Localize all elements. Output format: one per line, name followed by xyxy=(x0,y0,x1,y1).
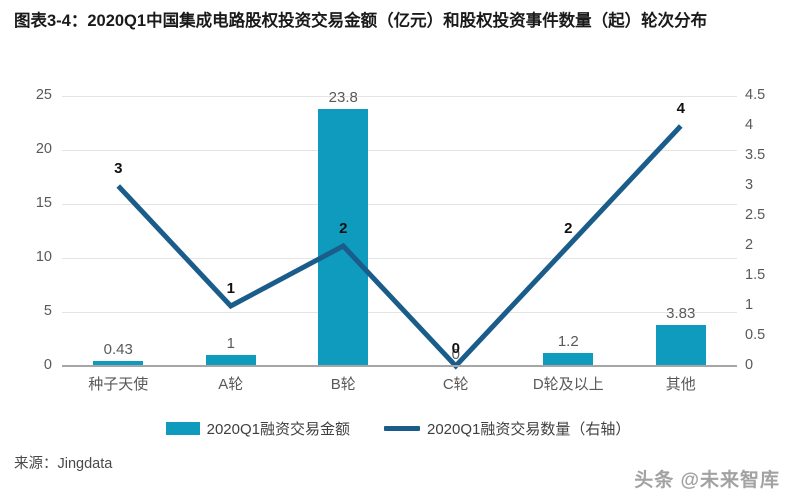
right-axis-tick: 4 xyxy=(745,117,754,133)
bar[interactable] xyxy=(655,324,706,366)
bar-slot: 0.43 xyxy=(62,96,175,366)
line-data-label: 0 xyxy=(451,340,460,357)
left-axis-tick: 15 xyxy=(35,195,52,211)
right-value-axis: 0 0.5 1 1.5 2 2.5 3 3.5 4 4.5 xyxy=(745,88,795,373)
bar-data-label: 1 xyxy=(226,335,235,353)
bar-data-label: 0.43 xyxy=(103,341,133,359)
category-axis-line xyxy=(62,365,737,367)
category-label: A轮 xyxy=(218,376,244,393)
left-axis-tick: 5 xyxy=(43,303,52,319)
legend-line-swatch-icon xyxy=(384,426,420,431)
line-data-label: 4 xyxy=(676,100,685,117)
bar[interactable] xyxy=(205,355,256,366)
left-axis-tick: 25 xyxy=(35,87,52,103)
line-series xyxy=(116,124,683,370)
right-axis-tick: 2.5 xyxy=(745,207,766,223)
bar-data-label: 23.8 xyxy=(328,88,358,106)
gridline xyxy=(62,150,737,151)
source-note: 来源：Jingdata xyxy=(14,456,113,472)
bar[interactable] xyxy=(543,353,594,366)
left-axis-tick: 10 xyxy=(35,249,52,265)
bar-slot: 1.2 xyxy=(512,96,625,366)
bar-slot: 23.8 xyxy=(287,89,400,366)
line-data-label: 2 xyxy=(339,220,348,237)
legend-item-amount[interactable]: 2020Q1融资交易金额 xyxy=(165,418,350,439)
legend-item-count[interactable]: 2020Q1融资交易数量（右轴） xyxy=(384,418,630,439)
category-label: B轮 xyxy=(330,376,356,393)
line-data-label: 1 xyxy=(226,280,235,297)
right-axis-tick: 3.5 xyxy=(745,147,766,163)
bar-slot: 0 xyxy=(400,96,513,366)
legend-label-amount: 2020Q1融资交易金额 xyxy=(206,421,350,438)
watermark: 头条 @未来智库 xyxy=(634,470,780,491)
left-axis-tick: 20 xyxy=(35,141,52,157)
bar-data-label: 0 xyxy=(451,346,460,363)
right-axis-tick: 0 xyxy=(745,357,754,373)
gridline xyxy=(62,312,737,313)
gridline xyxy=(62,96,737,97)
chart-title: 图表3-4：2020Q1中国集成电路股权投资交易金额（亿元）和股权投资事件数量（… xyxy=(14,12,708,30)
bar-slot: 3.83 xyxy=(625,96,738,366)
right-axis-tick: 0.5 xyxy=(745,327,766,343)
right-axis-tick: 4.5 xyxy=(745,87,766,103)
legend-label-count: 2020Q1融资交易数量（右轴） xyxy=(427,421,631,438)
category-label: C轮 xyxy=(442,376,469,393)
legend-bar-swatch-icon xyxy=(165,422,200,435)
right-axis-tick: 2 xyxy=(745,237,754,253)
chart-legend: 2020Q1融资交易金额 2020Q1融资交易数量（右轴） xyxy=(0,418,796,439)
gridline xyxy=(62,204,737,205)
bar[interactable] xyxy=(93,361,144,366)
category-label: 种子天使 xyxy=(88,376,149,393)
line-data-label: 3 xyxy=(114,160,123,177)
left-axis-tick: 0 xyxy=(43,357,52,373)
category-label: D轮及以上 xyxy=(532,376,604,393)
right-axis-tick: 3 xyxy=(745,177,754,193)
left-value-axis: 0 5 10 15 20 25 xyxy=(0,88,52,373)
right-axis-tick: 1 xyxy=(745,297,754,313)
category-label: 其他 xyxy=(665,376,696,393)
gridline xyxy=(62,258,737,259)
bar-slot: 1 xyxy=(175,96,288,366)
bar-data-label: 1.2 xyxy=(557,333,579,351)
bar-data-label: 3.83 xyxy=(666,304,696,322)
plot-area: 0.43 1 23.8 0 1.2 3.83 3 1 2 0 2 4 xyxy=(62,89,738,370)
category-axis: 种子天使 A轮 B轮 C轮 D轮及以上 其他 xyxy=(62,374,737,400)
right-axis-tick: 1.5 xyxy=(745,267,766,283)
bar[interactable] xyxy=(318,108,369,366)
line-data-label: 2 xyxy=(564,220,573,237)
